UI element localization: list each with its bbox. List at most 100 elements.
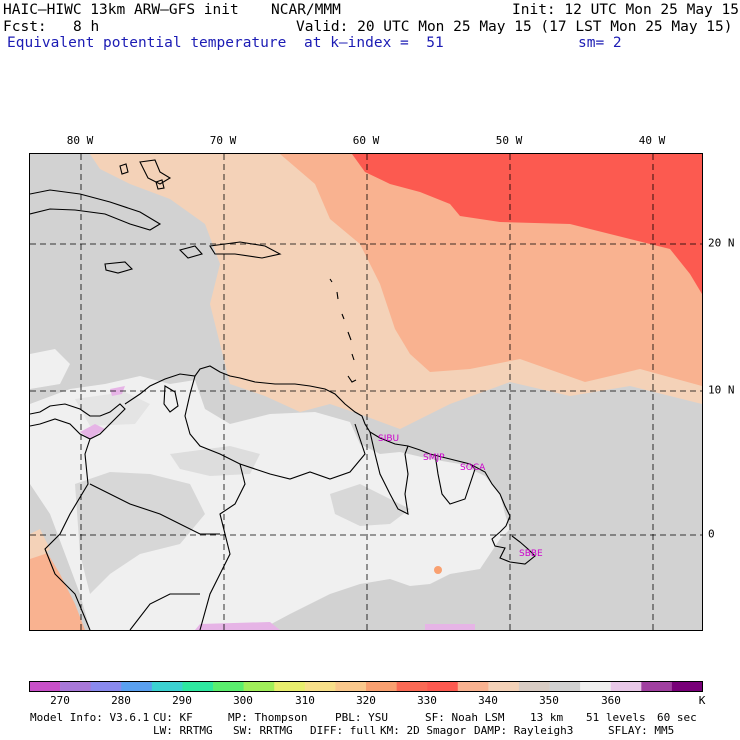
colorbar-unit: K xyxy=(698,694,706,707)
border-peru-brazil xyxy=(44,438,91,630)
lat-tick-0: 0 xyxy=(708,527,715,541)
station-label-sbbe: SBBE xyxy=(519,549,543,559)
theta-e-land-patch xyxy=(75,392,150,426)
coastline-greater-antilles xyxy=(209,241,282,259)
theta-e-magenta-streak xyxy=(110,386,125,396)
footer-pbl: PBL: YSU xyxy=(335,711,388,724)
colorbar-cell xyxy=(90,681,122,692)
valid-time: Valid: 20 UTC Mon 25 May 15 (17 LST Mon … xyxy=(296,19,733,35)
footer-sw: SW: RRTMG xyxy=(233,724,293,737)
theta-e-salmon-patch xyxy=(30,549,85,630)
lat-tick-20n: 20 N xyxy=(708,236,735,250)
coastline-south-america-north xyxy=(124,365,511,533)
border-venezuela-brazil xyxy=(239,423,366,480)
theta-e-magenta-streak xyxy=(425,624,475,630)
theta-e-gray-streak xyxy=(170,446,260,476)
model-title: HAIC–HIWC 13km ARW–GFS init xyxy=(3,2,239,18)
footer-diff: DIFF: full xyxy=(310,724,377,737)
station-labels: SIBU SMJP SOCA SBBE xyxy=(378,434,543,559)
colorbar-cell xyxy=(243,681,275,692)
footer-sflay: SFLAY: MM5 xyxy=(608,724,675,737)
field-name: Equivalent potential temperature xyxy=(7,35,287,51)
colorbar-cell xyxy=(671,681,703,692)
border-colombia-venezuela xyxy=(184,375,246,630)
coastline-jamaica xyxy=(104,261,134,274)
colorbar-cell xyxy=(151,681,183,692)
colorbar-label-330: 330 xyxy=(417,694,437,707)
colorbar-cell xyxy=(304,681,336,692)
footer-model-info: Model Info: V3.6.1 xyxy=(30,711,150,724)
lon-tick-80w: 80 W xyxy=(66,134,94,147)
organization-label: NCAR/MMM xyxy=(271,2,341,18)
colorbar-cell xyxy=(213,681,244,692)
theta-e-tan-patch xyxy=(30,529,50,559)
theta-e-gray-streak xyxy=(330,484,410,526)
colorbar-label-280: 280 xyxy=(111,694,131,707)
colorbar-label-360: 360 xyxy=(601,694,621,707)
coastline-hispaniola xyxy=(139,159,172,185)
footer-timestep: 60 sec xyxy=(657,711,697,724)
footer-levels: 51 levels xyxy=(586,711,646,724)
map-canvas: SIBU SMJP SOCA SBBE xyxy=(30,154,702,630)
footer-resolution: 13 km xyxy=(530,711,564,724)
map-panel[interactable]: SIBU SMJP SOCA SBBE xyxy=(29,153,703,631)
colorbar-label-320: 320 xyxy=(356,694,376,707)
footer-km: KM: 2D Smagor xyxy=(380,724,467,737)
graticule xyxy=(30,154,702,630)
smoothing-value: sm= 2 xyxy=(578,35,622,51)
colorbar-label-310: 310 xyxy=(295,694,315,707)
colorbar-label-270: 270 xyxy=(50,694,70,707)
colorbar-cell xyxy=(457,681,489,692)
colorbar-cell xyxy=(427,681,459,692)
colorbar xyxy=(29,681,703,692)
colorbar-cell xyxy=(60,681,91,692)
theta-e-warm-spot xyxy=(434,566,442,574)
theta-e-land-patch xyxy=(30,349,70,389)
coastlines xyxy=(30,159,536,630)
colorbar-cell xyxy=(580,681,612,692)
coastline-lesser-antilles xyxy=(329,278,357,383)
lon-tick-40w: 40 W xyxy=(638,134,666,147)
colorbar-border xyxy=(29,681,703,692)
footer-sf: SF: Noah LSM xyxy=(425,711,505,724)
colorbar-cell xyxy=(274,681,306,692)
level-index: at k–index = 51 xyxy=(304,35,444,51)
coastline-puerto-rico xyxy=(178,245,203,259)
colorbar-label-340: 340 xyxy=(478,694,498,707)
colorbar-cell xyxy=(488,681,520,692)
coastline-bahamas xyxy=(119,163,165,190)
colorbar-label-350: 350 xyxy=(539,694,559,707)
theta-e-red-region xyxy=(352,154,702,294)
lon-tick-70w: 70 W xyxy=(209,134,237,147)
lon-tick-50w: 50 W xyxy=(495,134,523,147)
colorbar-cell xyxy=(366,681,397,692)
border-bolivia xyxy=(129,593,200,630)
border-guyana-suriname xyxy=(369,431,409,515)
forecast-hour: 8 h xyxy=(73,19,100,35)
colorbar-cell xyxy=(549,681,581,692)
colorbar-cell xyxy=(610,681,642,692)
colorbar-cell xyxy=(335,681,367,692)
coastline-central-america xyxy=(30,403,126,440)
colorbar-label-300: 300 xyxy=(233,694,253,707)
border-colombia-peru xyxy=(89,483,220,535)
lat-tick-10n: 10 N xyxy=(708,383,735,397)
theta-e-magenta-streak xyxy=(195,622,280,630)
colorbar-cell xyxy=(518,681,550,692)
station-label-soca: SOCA xyxy=(460,463,486,473)
coastline-amazon-delta xyxy=(491,531,536,565)
footer-mp: MP: Thompson xyxy=(228,711,308,724)
init-time: Init: 12 UTC Mon 25 May 15 xyxy=(512,2,739,18)
theta-e-gray-streak xyxy=(75,472,205,594)
border-suriname-guiana xyxy=(434,453,476,505)
colorbar-cell xyxy=(121,681,153,692)
colorbar-cell xyxy=(641,681,673,692)
footer-damp: DAMP: Rayleigh3 xyxy=(474,724,574,737)
coastline-cuba xyxy=(30,189,162,231)
colorbar-label-290: 290 xyxy=(172,694,192,707)
colorbar-cell xyxy=(182,681,214,692)
lon-tick-60w: 60 W xyxy=(352,134,380,147)
station-label-sibu: SIBU xyxy=(378,434,399,444)
colorbar-cell xyxy=(29,681,61,692)
footer-lw: LW: RRTMG xyxy=(153,724,213,737)
